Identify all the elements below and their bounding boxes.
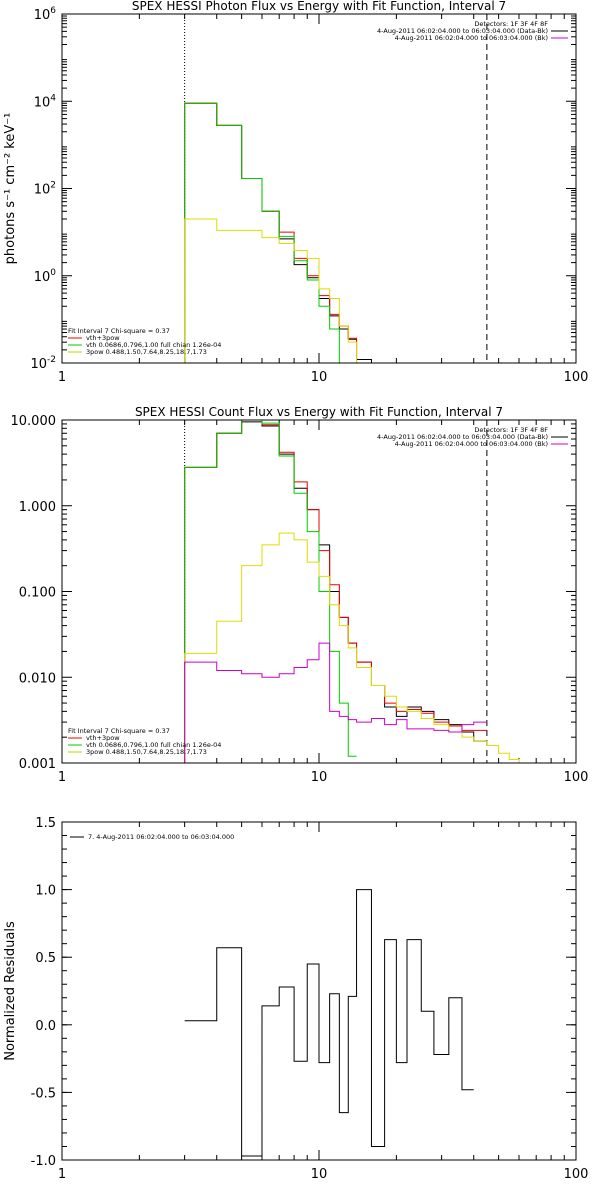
series-4-line xyxy=(184,532,520,763)
series-5-line xyxy=(185,365,487,551)
y-tick-exponent: 2 xyxy=(50,181,56,191)
legend-bottom-text: vth 0.0686,0.796,1.00 full chian 1.26e-0… xyxy=(86,341,221,349)
y-tick-label: 1.0 xyxy=(35,884,56,899)
y-tick-base: 10 xyxy=(34,95,51,110)
legend-bottom-text: vth+3pow xyxy=(86,734,120,742)
y-tick-label: 0.0 xyxy=(35,1019,56,1034)
y-tick-label: 10-2 xyxy=(30,355,56,372)
series-group xyxy=(184,420,520,763)
y-tick-label: 1.5 xyxy=(35,816,56,831)
series-5-line xyxy=(184,642,487,763)
y-tick-exponent: -2 xyxy=(47,355,56,365)
plot-frame xyxy=(61,419,577,764)
legend-bottom-text: Fit Interval 7 Chi-square = 0.37 xyxy=(68,727,170,735)
legend-top-text: 4-Aug-2011 06:02:04.000 to 06:03:04.000 … xyxy=(395,34,548,42)
y-tick-label: 104 xyxy=(34,93,57,110)
y-tick-exponent: 0 xyxy=(50,268,56,278)
legend-text: 7. 4-Aug-2011 06:02:04.000 to 06:03:04.0… xyxy=(88,833,234,841)
x-tick-label: 10 xyxy=(311,1167,328,1182)
panel-2: SPEX HESSI Count Flux vs Energy with Fit… xyxy=(11,405,589,785)
y-tick-label: 102 xyxy=(34,181,56,198)
panel-1: SPEX HESSI Photon Flux vs Energy with Fi… xyxy=(3,0,589,551)
legend-top-text: 4-Aug-2011 06:02:04.000 to 06:03:04.000 … xyxy=(377,27,548,35)
y-tick-exponent: 6 xyxy=(50,6,56,16)
series-group xyxy=(184,102,487,551)
y-tick-label: 0.010 xyxy=(19,671,56,686)
series-1-line xyxy=(184,889,474,1157)
y-tick-label: 0.001 xyxy=(19,757,56,772)
x-tick-label: 1 xyxy=(58,770,66,785)
series-2-line xyxy=(184,420,487,763)
y-tick-exponent: 4 xyxy=(50,93,56,103)
legend-bottom-text: vth 0.0686,0.796,1.00 full chian 1.26e-0… xyxy=(86,741,221,749)
series-4-line xyxy=(184,218,358,363)
series-3-line xyxy=(184,102,340,363)
y-tick-label: 106 xyxy=(34,6,57,23)
x-tick-label: 10 xyxy=(311,370,328,385)
y-tick-label: 10.000 xyxy=(11,414,57,429)
series-1-line xyxy=(184,421,487,763)
x-tick-label: 100 xyxy=(564,370,589,385)
y-tick-base: 10 xyxy=(30,357,47,372)
plot-frame xyxy=(61,13,577,364)
x-tick-label: 1 xyxy=(58,370,66,385)
series-group xyxy=(184,889,474,1157)
x-tick-label: 100 xyxy=(564,770,589,785)
chart-title: SPEX HESSI Photon Flux vs Energy with Fi… xyxy=(132,0,506,13)
legend-bottom-text: vth+3pow xyxy=(86,334,120,342)
series-1-line xyxy=(184,102,372,363)
y-axis-label: photons s⁻¹ cm⁻² keV⁻¹ xyxy=(3,113,18,265)
y-axis-label: Normalized Residuals xyxy=(3,921,18,1061)
x-tick-label: 100 xyxy=(564,1167,589,1182)
y-tick-base: 10 xyxy=(34,183,51,198)
legend-bottom-text: Fit Interval 7 Chi-square = 0.37 xyxy=(68,327,170,335)
series-3-line xyxy=(184,420,357,763)
chart-title: SPEX HESSI Count Flux vs Energy with Fit… xyxy=(135,405,503,419)
y-tick-label: 100 xyxy=(34,268,57,285)
x-tick-label: 1 xyxy=(58,1167,66,1182)
legend-top-text: 4-Aug-2011 06:02:04.000 to 06:03:04.000 … xyxy=(377,433,548,441)
y-tick-label: -1.0 xyxy=(31,1154,56,1169)
y-tick-base: 10 xyxy=(34,8,51,23)
y-tick-label: -0.5 xyxy=(31,1086,56,1101)
y-tick-base: 10 xyxy=(34,270,51,285)
legend-bottom-text: 3pow 0.488,1.50,7.64,8.25,18.7,1.73 xyxy=(86,748,207,756)
legend-top-text: Detectors: 1F 3F 4F 8F xyxy=(474,20,548,28)
legend-top-text: Detectors: 1F 3F 4F 8F xyxy=(474,426,548,434)
series-2-line xyxy=(184,102,372,363)
y-tick-label: 1.000 xyxy=(19,500,56,515)
y-tick-label: 0.100 xyxy=(19,586,56,601)
y-tick-label: 0.5 xyxy=(35,951,56,966)
x-tick-label: 10 xyxy=(311,770,328,785)
legend-bottom-text: 3pow 0.488,1.50,7.64,8.25,18.7,1.73 xyxy=(86,348,207,356)
plot-frame xyxy=(61,821,577,1161)
panel-3: Normalized Residuals 1 10 100 1.5 1.0 0.5 0.0 -0… xyxy=(3,816,588,1182)
legend-top-text: 4-Aug-2011 06:02:04.000 to 06:03:04.000 … xyxy=(395,440,548,448)
